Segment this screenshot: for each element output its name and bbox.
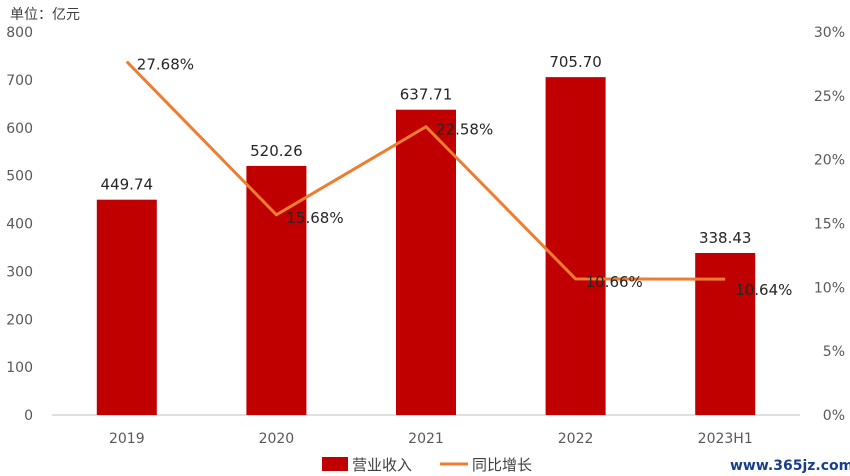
legend: 营业收入 同比增长 <box>322 456 532 474</box>
right-tick-label: 0% <box>823 408 845 424</box>
bar-2020 <box>246 165 307 415</box>
x-tick-label: 2019 <box>109 431 145 447</box>
left-tick-label: 300 <box>6 264 33 280</box>
right-tick-label: 5% <box>823 344 845 360</box>
left-tick-label: 200 <box>6 312 33 328</box>
left-axis: 0 100 200 300 400 500 600 700 800 <box>6 25 33 424</box>
left-tick-label: 600 <box>6 121 33 137</box>
bar-data-labels: 449.74 520.26 637.71 705.70 338.43 <box>101 53 752 247</box>
unit-label: 单位：亿元 <box>10 7 80 23</box>
right-tick-label: 20% <box>814 153 845 169</box>
bar-2021 <box>396 109 456 415</box>
line-value-label: 27.68% <box>137 56 194 74</box>
legend-label-growth: 同比增长 <box>472 456 532 474</box>
bar-value-label: 338.43 <box>699 229 752 247</box>
x-tick-label: 2021 <box>408 431 444 447</box>
x-tick-label: 2023H1 <box>698 431 753 447</box>
line-value-label: 10.66% <box>586 273 643 291</box>
left-tick-label: 800 <box>6 25 33 41</box>
line-data-labels: 27.68% 15.68% 22.58% 10.66% 10.64% <box>137 56 793 300</box>
right-tick-label: 15% <box>814 217 845 233</box>
bar-2019 <box>96 199 157 415</box>
line-value-label: 10.64% <box>735 281 792 299</box>
x-axis: 2019 2020 2021 2022 2023H1 <box>109 431 753 447</box>
x-tick-label: 2020 <box>259 431 295 447</box>
bar-2023H1 <box>695 252 756 415</box>
bar-value-label: 637.71 <box>400 86 453 104</box>
bar-value-label: 449.74 <box>101 176 154 194</box>
left-tick-label: 100 <box>6 360 33 376</box>
right-tick-label: 30% <box>814 25 845 41</box>
left-tick-label: 700 <box>6 73 33 89</box>
right-tick-label: 25% <box>814 89 845 105</box>
line-value-label: 22.58% <box>436 121 493 139</box>
left-tick-label: 400 <box>6 217 33 233</box>
bar-2022 <box>545 77 606 416</box>
bar-value-label: 520.26 <box>250 142 303 160</box>
right-axis: 0% 5% 10% 15% 20% 25% 30% <box>814 25 845 424</box>
bar-value-label: 705.70 <box>549 53 602 71</box>
growth-line <box>125 60 726 281</box>
left-tick-label: 0 <box>24 408 33 424</box>
watermark: www.365jz.com <box>730 458 850 474</box>
legend-label-revenue: 营业收入 <box>352 456 412 474</box>
x-tick-label: 2022 <box>558 431 594 447</box>
left-tick-label: 500 <box>6 169 33 185</box>
legend-swatch-revenue <box>322 457 348 471</box>
line-value-label: 15.68% <box>286 209 343 227</box>
bar-series <box>96 77 756 416</box>
right-tick-label: 10% <box>814 280 845 296</box>
